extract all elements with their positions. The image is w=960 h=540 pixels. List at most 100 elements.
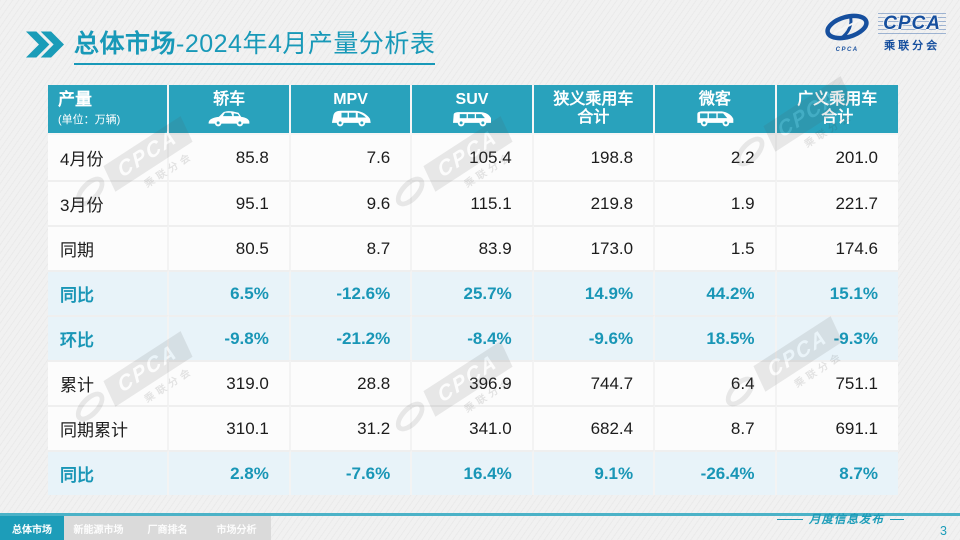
cell-value: 2.8%	[169, 450, 291, 495]
production-table: 产量 (单位：万辆) 轿车 MPV	[48, 85, 898, 495]
footer-divider	[0, 513, 960, 516]
cell-value: 198.8	[533, 135, 656, 180]
cpca-stripes: CPCA	[878, 13, 946, 35]
tab-manufacturer-ranking[interactable]: 厂商排名	[133, 516, 202, 540]
cell-value: 8.7	[290, 225, 413, 270]
col-header-production: 产量 (单位：万辆)	[48, 85, 170, 135]
cell-value: 221.7	[776, 180, 898, 225]
cell-value: 18.5%	[655, 315, 777, 360]
row-label: 累计	[48, 360, 170, 405]
cell-value: -9.6%	[533, 315, 656, 360]
cell-value: 44.2%	[655, 270, 777, 315]
cell-value: -9.8%	[169, 315, 291, 360]
cell-value: -21.2%	[290, 315, 413, 360]
cell-value: 1.9	[655, 180, 777, 225]
tab-nev-market[interactable]: 新能源市场	[64, 516, 133, 540]
cell-value: 319.0	[169, 360, 291, 405]
cell-value: 691.1	[776, 405, 898, 450]
cell-value: 16.4%	[412, 450, 534, 495]
cell-value: 9.6	[290, 180, 413, 225]
row-label: 同期	[48, 225, 170, 270]
footer-tab-bar: 总体市场 新能源市场 厂商排名 市场分析	[0, 516, 271, 540]
cell-value: 115.1	[412, 180, 534, 225]
table-row-mom: 环比 -9.8% -21.2% -8.4% -9.6% 18.5% -9.3%	[48, 315, 898, 360]
page-number: 3	[940, 524, 947, 538]
cell-value: 9.1%	[533, 450, 656, 495]
table-header: 产量 (单位：万辆) 轿车 MPV	[48, 85, 898, 135]
cell-value: -26.4%	[655, 450, 777, 495]
cpca-text: CPCA	[883, 13, 941, 34]
cell-value: 682.4	[533, 405, 656, 450]
cell-value: 83.9	[412, 225, 534, 270]
cell-value: -12.6%	[290, 270, 413, 315]
table-row-cumulative-yoy: 同比 2.8% -7.6% 16.4% 9.1% -26.4% 8.7%	[48, 450, 898, 495]
cell-value: -8.4%	[412, 315, 534, 360]
cell-value: -7.6%	[290, 450, 413, 495]
cpca-chinese-name: 乘联分会	[884, 40, 941, 52]
cell-value: 25.7%	[412, 270, 534, 315]
table-row-march: 3月份 95.1 9.6 115.1 219.8 1.9 221.7	[48, 180, 898, 225]
mpv-icon	[331, 111, 371, 127]
dash-line	[777, 518, 803, 520]
table-row-same-period: 同期 80.5 8.7 83.9 173.0 1.5 174.6	[48, 225, 898, 270]
cell-value: 1.5	[655, 225, 777, 270]
cell-value: 174.6	[776, 225, 898, 270]
cell-value: 8.7%	[776, 450, 898, 495]
col-header-mpv: MPV	[290, 85, 413, 135]
sedan-icon	[208, 111, 250, 127]
row-label: 4月份	[48, 135, 170, 180]
cell-value: 95.1	[169, 180, 291, 225]
col-header-broad-pv-total: 广义乘用车合计	[776, 85, 898, 135]
cell-value: 201.0	[776, 135, 898, 180]
cell-value: 8.7	[655, 405, 777, 450]
cell-value: 2.2	[655, 135, 777, 180]
col-header-sedan: 轿车	[169, 85, 291, 135]
row-label: 同比	[48, 450, 170, 495]
cell-value: 105.4	[412, 135, 534, 180]
cell-value: 7.6	[290, 135, 413, 180]
cpca-emblem-label: CPCA	[835, 47, 859, 53]
cell-value: 173.0	[533, 225, 656, 270]
col-header-microvan: 微客	[655, 85, 777, 135]
cpca-logo: CPCA CPCA 乘联分会	[821, 13, 946, 53]
page-title: 总体市场-2024年4月产量分析表	[74, 24, 436, 65]
cell-value: 6.5%	[169, 270, 291, 315]
cell-value: -9.3%	[776, 315, 898, 360]
title-bar: 总体市场-2024年4月产量分析表	[26, 24, 436, 65]
row-label: 3月份	[48, 180, 170, 225]
cell-value: 744.7	[533, 360, 656, 405]
cell-value: 85.8	[169, 135, 291, 180]
page-title-rest: -2024年4月产量分析表	[176, 30, 436, 58]
suv-icon	[452, 112, 491, 127]
col-header-suv: SUV	[412, 85, 534, 135]
tab-overall-market[interactable]: 总体市场	[0, 516, 64, 540]
cell-value: 6.4	[655, 360, 777, 405]
cell-value: 310.1	[169, 405, 291, 450]
col-header-narrow-pv-total: 狭义乘用车合计	[533, 85, 656, 135]
cell-value: 341.0	[412, 405, 534, 450]
cell-value: 396.9	[412, 360, 534, 405]
cpca-emblem-icon: CPCA	[821, 13, 873, 53]
row-label: 同比	[48, 270, 170, 315]
publication-label: 月度信息发布	[777, 511, 904, 527]
col-header-production-unit: (单位：万辆)	[58, 114, 121, 127]
cell-value: 28.8	[290, 360, 413, 405]
col-header-production-title: 产量	[58, 89, 92, 109]
double-chevron-icon	[26, 31, 64, 58]
cell-value: 14.9%	[533, 270, 656, 315]
table-row-same-period-cumulative: 同期累计 310.1 31.2 341.0 682.4 8.7 691.1	[48, 405, 898, 450]
page-title-section: 总体市场	[74, 30, 177, 58]
cpca-wordmark: CPCA 乘联分会	[878, 13, 946, 53]
table-body: 4月份 85.8 7.6 105.4 198.8 2.2 201.0 3月份 9…	[48, 135, 898, 495]
cell-value: 219.8	[533, 180, 656, 225]
tab-market-analysis[interactable]: 市场分析	[202, 516, 271, 540]
table-row-yoy: 同比 6.5% -12.6% 25.7% 14.9% 44.2% 15.1%	[48, 270, 898, 315]
cell-value: 15.1%	[776, 270, 898, 315]
dash-line	[890, 518, 904, 520]
cell-value: 751.1	[776, 360, 898, 405]
table-row-april: 4月份 85.8 7.6 105.4 198.8 2.2 201.0	[48, 135, 898, 180]
microvan-icon	[697, 111, 734, 127]
cell-value: 80.5	[169, 225, 291, 270]
row-label: 环比	[48, 315, 170, 360]
